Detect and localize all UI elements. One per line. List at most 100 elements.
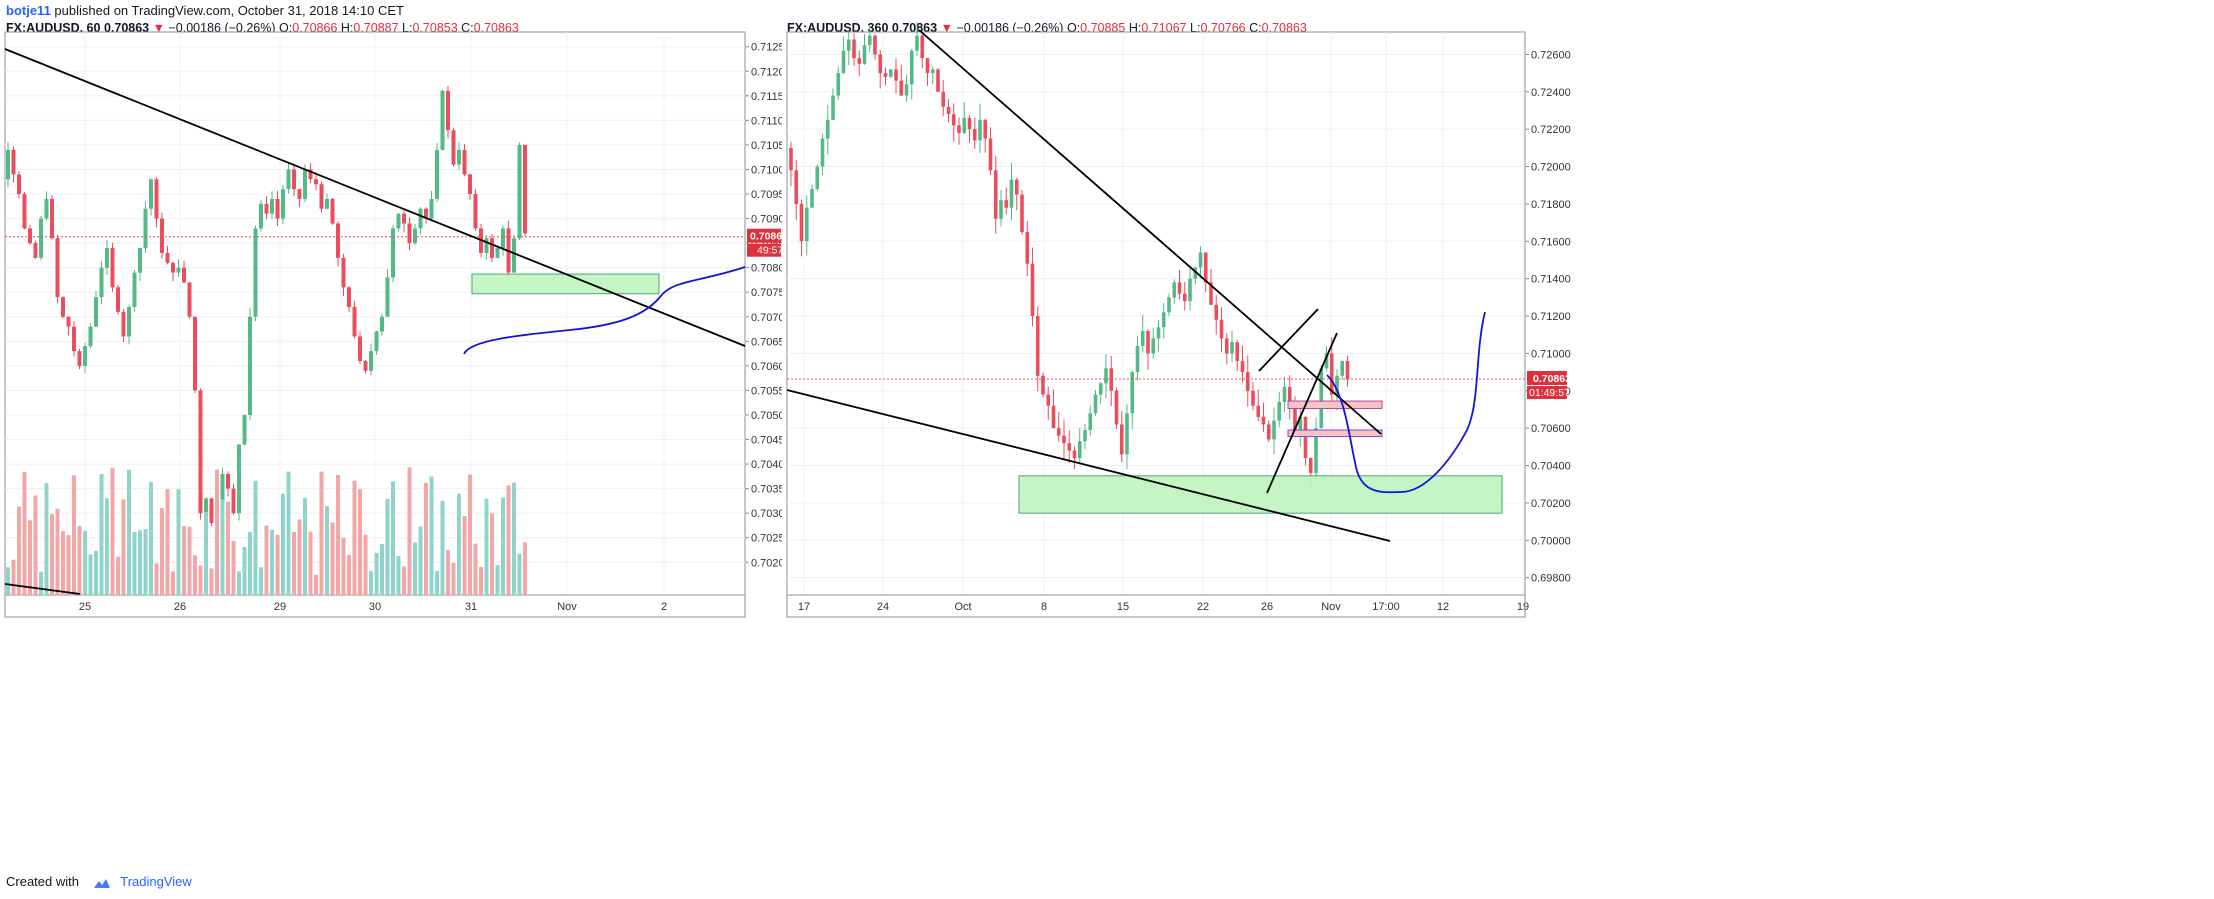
candle bbox=[857, 58, 862, 64]
volume-bar bbox=[374, 552, 379, 595]
candle bbox=[83, 346, 87, 366]
volume-bar bbox=[105, 498, 109, 595]
candle bbox=[1167, 297, 1171, 313]
candle bbox=[462, 149, 467, 175]
volume-bar bbox=[198, 565, 203, 595]
chart-panel-left[interactable]: FX:AUDUSD, 60 0.70863 ▼ −0.00186 (−0.26%… bbox=[0, 21, 782, 870]
author-link[interactable]: botje11 bbox=[6, 3, 51, 18]
candle bbox=[270, 198, 274, 214]
candle bbox=[1030, 263, 1035, 317]
candle bbox=[1035, 316, 1040, 376]
candle bbox=[512, 238, 516, 273]
x-tick-label: 26 bbox=[174, 601, 186, 613]
candle bbox=[501, 228, 505, 249]
volume-bar bbox=[61, 530, 65, 595]
candle bbox=[883, 73, 888, 77]
candle bbox=[1119, 424, 1124, 455]
y-tick-label: 0.71200 bbox=[1531, 311, 1571, 323]
volume-bar bbox=[171, 571, 175, 595]
volume-bar bbox=[413, 542, 417, 595]
volume-bar bbox=[204, 511, 208, 595]
candle bbox=[490, 238, 494, 258]
volume-bar bbox=[281, 493, 285, 595]
candle bbox=[110, 248, 115, 288]
candle bbox=[94, 297, 98, 327]
volume-bar bbox=[319, 471, 324, 595]
candle bbox=[1303, 416, 1308, 459]
candle bbox=[1256, 405, 1261, 417]
candle bbox=[815, 166, 820, 189]
candle bbox=[1041, 375, 1045, 395]
volume-bar bbox=[22, 472, 27, 595]
price-badge-text: 0.70863 bbox=[750, 231, 782, 243]
candle bbox=[325, 198, 329, 209]
price-badge-text: 0.70863 bbox=[1533, 373, 1571, 385]
low-label: L: bbox=[1190, 21, 1201, 35]
candle bbox=[1240, 360, 1245, 373]
volume-bar bbox=[391, 481, 395, 595]
volume-bar bbox=[407, 467, 412, 595]
volume-bar bbox=[116, 556, 120, 595]
volume-bar bbox=[39, 571, 43, 595]
candle bbox=[988, 138, 993, 171]
candle bbox=[341, 257, 346, 288]
candle bbox=[413, 228, 417, 244]
projection-path bbox=[463, 266, 746, 355]
volume-bar bbox=[33, 495, 38, 595]
candle bbox=[810, 188, 814, 208]
volume-bar bbox=[231, 540, 236, 595]
candle bbox=[1072, 450, 1077, 459]
chart-panel-right[interactable]: FX:AUDUSD, 360 0.70863 ▼ −0.00186 (−0.26… bbox=[785, 21, 2214, 870]
x-tick-label: Nov bbox=[1321, 601, 1341, 613]
volume-bar bbox=[226, 501, 230, 595]
candle bbox=[1104, 368, 1108, 384]
y-tick-label: 0.70400 bbox=[1531, 461, 1571, 473]
candle bbox=[1272, 420, 1276, 440]
candle bbox=[983, 119, 988, 139]
created-with-text: Created with bbox=[6, 874, 79, 889]
y-tick-label: 0.70000 bbox=[1531, 535, 1571, 547]
trendline bbox=[4, 48, 746, 347]
candle bbox=[517, 144, 522, 239]
candle bbox=[1014, 179, 1019, 195]
candle bbox=[314, 179, 318, 185]
chart-canvas-right[interactable]: 0.72600 0.72400 0.72200 0.72000 0.71800 0.716… bbox=[785, 22, 2214, 870]
candle bbox=[165, 252, 170, 263]
y-tick-label: 0.72600 bbox=[1531, 49, 1571, 61]
candle bbox=[1293, 405, 1297, 432]
candle bbox=[369, 351, 373, 371]
candle bbox=[1335, 375, 1339, 395]
tradingview-link[interactable]: TradingView bbox=[120, 874, 192, 889]
volume-bar bbox=[297, 519, 302, 595]
volume-bar bbox=[50, 514, 54, 595]
candle bbox=[925, 58, 930, 74]
candle bbox=[867, 35, 872, 46]
candle bbox=[993, 170, 998, 219]
candle bbox=[193, 316, 197, 391]
volume-bar bbox=[352, 480, 357, 595]
y-tick-label: 0.71800 bbox=[1531, 199, 1571, 211]
candle bbox=[6, 149, 10, 180]
candle bbox=[967, 117, 972, 130]
candle bbox=[336, 223, 340, 258]
candle bbox=[1151, 338, 1156, 354]
candle bbox=[248, 316, 252, 415]
volume-bar bbox=[242, 547, 247, 595]
candle bbox=[951, 114, 956, 126]
volume-bar bbox=[28, 520, 32, 595]
volume-bar bbox=[143, 528, 148, 595]
volume-bar bbox=[341, 537, 346, 595]
candle bbox=[930, 69, 935, 74]
volume-bar bbox=[358, 489, 362, 595]
candle bbox=[794, 170, 799, 204]
volume-bar bbox=[215, 469, 219, 595]
volume-bar bbox=[11, 559, 16, 595]
candle bbox=[1314, 428, 1318, 474]
candle bbox=[920, 35, 925, 59]
footer: Created with TradingView bbox=[0, 868, 2214, 899]
